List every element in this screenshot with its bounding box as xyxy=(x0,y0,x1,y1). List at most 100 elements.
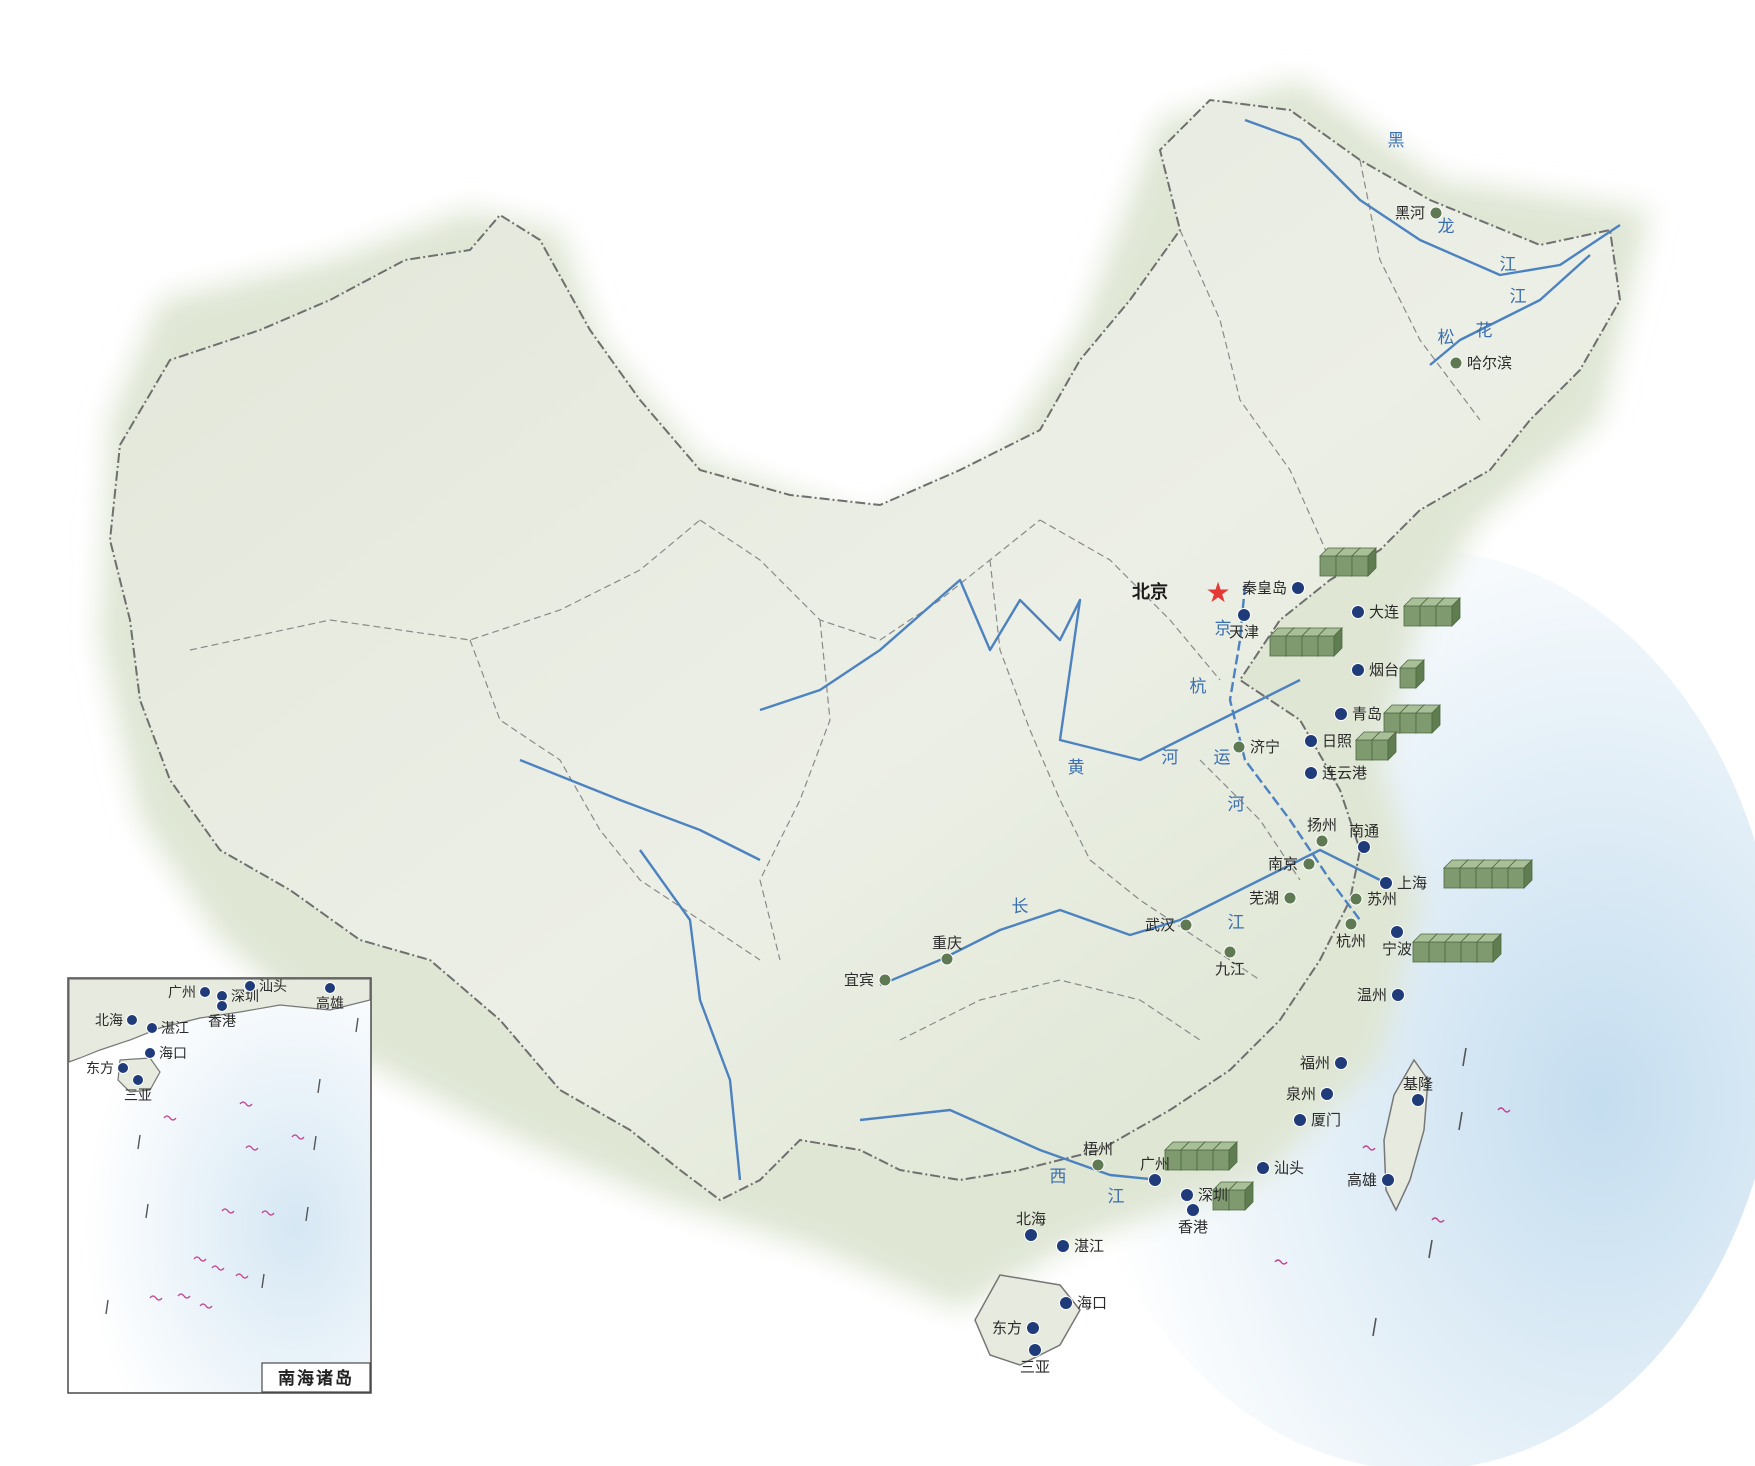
port-dot-shenzhen[interactable] xyxy=(1180,1188,1194,1202)
port-dot-nantong[interactable] xyxy=(1357,840,1371,854)
huanghe-river xyxy=(759,578,1301,762)
port-dot-tianjin[interactable] xyxy=(1237,608,1251,622)
port-dot-ningbo[interactable] xyxy=(1390,925,1404,939)
dash-line-mark-2 xyxy=(137,1134,141,1150)
dash-line-mark-0 xyxy=(355,1017,359,1033)
city-dot-heihe[interactable] xyxy=(1429,206,1443,220)
port-label-shenzhen: 深圳 xyxy=(1198,1186,1228,1204)
city-label-yangzhou: 扬州 xyxy=(1307,816,1337,834)
port-dot-sanya[interactable] xyxy=(1028,1343,1042,1357)
port-label-nantong: 南通 xyxy=(1349,822,1379,840)
sea-island-mark-1 xyxy=(1274,1259,1288,1265)
port-dot-dongfang[interactable] xyxy=(1026,1321,1040,1335)
river-label-jinghang_canal-0: 京 xyxy=(1215,619,1232,639)
city-dot-chongqing[interactable] xyxy=(940,952,954,966)
sea-dash-mark-1 xyxy=(1428,1239,1433,1259)
port-dot-jilong[interactable] xyxy=(1411,1093,1425,1107)
sea-island-mark-3 xyxy=(1497,1107,1511,1113)
island-mark-7 xyxy=(235,1273,249,1279)
inset-port-label-8: 东方 xyxy=(86,1061,114,1077)
port-dot-zhanjiang[interactable] xyxy=(1056,1239,1070,1253)
port-dot-gaoxiong[interactable] xyxy=(1381,1173,1395,1187)
city-label-nanjing: 南京 xyxy=(1268,855,1298,873)
dash-line-mark-6 xyxy=(261,1273,265,1289)
island-mark-2 xyxy=(291,1134,305,1140)
cargo-block-tianjin xyxy=(1317,627,1343,657)
songhuajiang-river xyxy=(1429,254,1591,366)
inset-port-label-6: 湛江 xyxy=(161,1021,189,1037)
city-dot-wuhu[interactable] xyxy=(1283,891,1297,905)
city-dot-wuzhou[interactable] xyxy=(1091,1158,1105,1172)
island-mark-0 xyxy=(163,1115,177,1121)
river-label-heilongjiang-0: 黑 xyxy=(1388,131,1405,151)
city-dot-suzhou[interactable] xyxy=(1349,892,1363,906)
inset-port-dot-7 xyxy=(144,1047,156,1059)
port-label-ningbo: 宁波 xyxy=(1382,940,1412,958)
dash-line-mark-1 xyxy=(317,1078,321,1094)
city-dot-yibin[interactable] xyxy=(878,973,892,987)
inset-port-dot-3 xyxy=(244,980,256,992)
hainan-island xyxy=(974,1274,1081,1366)
port-dot-lianyungang[interactable] xyxy=(1304,766,1318,780)
inset-port-dot-4 xyxy=(216,1000,228,1012)
port-label-tianjin: 天津 xyxy=(1229,623,1259,641)
port-dot-quanzhou[interactable] xyxy=(1320,1087,1334,1101)
port-label-xiamen: 厦门 xyxy=(1311,1111,1341,1129)
port-dot-yantai[interactable] xyxy=(1351,663,1365,677)
inset-port-label-7: 海口 xyxy=(159,1046,187,1062)
upper-river-a xyxy=(519,758,761,862)
port-dot-rizhao[interactable] xyxy=(1304,734,1318,748)
port-dot-dalian[interactable] xyxy=(1351,605,1365,619)
port-dot-beihai[interactable] xyxy=(1024,1228,1038,1242)
city-dot-hangzhou[interactable] xyxy=(1344,917,1358,931)
port-label-beihai: 北海 xyxy=(1016,1210,1046,1228)
city-label-hangzhou: 杭州 xyxy=(1336,932,1366,950)
cargo-block-yantai xyxy=(1399,659,1425,689)
port-dot-xiamen[interactable] xyxy=(1293,1113,1307,1127)
sea-island-mark-2 xyxy=(1431,1217,1445,1223)
cargo-volume-blocks xyxy=(1164,547,1533,1211)
port-dot-qingdao[interactable] xyxy=(1334,707,1348,721)
port-dot-fuzhou[interactable] xyxy=(1334,1056,1348,1070)
city-dot-yangzhou[interactable] xyxy=(1315,834,1329,848)
city-dot-haerbin[interactable] xyxy=(1449,356,1463,370)
port-dot-wenzhou[interactable] xyxy=(1391,988,1405,1002)
cargo-block-qingdao xyxy=(1415,704,1441,734)
port-dot-shanghai[interactable] xyxy=(1379,876,1393,890)
rivers xyxy=(519,118,1621,1182)
city-dot-jiujiang[interactable] xyxy=(1223,945,1237,959)
inset-port-dot-2 xyxy=(216,990,228,1002)
river-label-heilongjiang-2: 江 xyxy=(1500,255,1517,275)
port-label-sanya: 三亚 xyxy=(1020,1358,1050,1376)
cargo-block-qinhuangdao xyxy=(1351,547,1377,577)
city-label-wuhu: 芜湖 xyxy=(1249,889,1279,907)
xijiang-river xyxy=(859,1108,1161,1182)
port-dot-guangzhou[interactable] xyxy=(1148,1173,1162,1187)
river-label-songhuajiang-0: 松 xyxy=(1438,328,1455,348)
sea-island-mark-0 xyxy=(1362,1145,1376,1151)
city-dot-nanjing[interactable] xyxy=(1302,857,1316,871)
capital-label: 北京 xyxy=(1132,581,1168,603)
port-label-gaoxiong: 高雄 xyxy=(1347,1171,1377,1189)
port-dot-haikou[interactable] xyxy=(1059,1296,1073,1310)
port-label-yantai: 烟台 xyxy=(1369,661,1399,679)
red-star-icon: ★ xyxy=(1205,576,1230,609)
port-label-dalian: 大连 xyxy=(1369,603,1399,621)
city-dot-wuhan[interactable] xyxy=(1179,918,1193,932)
river-label-changjiang-1: 江 xyxy=(1228,913,1245,933)
island-mark-9 xyxy=(199,1303,213,1309)
inset-port-dot-6 xyxy=(146,1022,158,1034)
island-mark-10 xyxy=(239,1101,253,1107)
port-dot-xianggang[interactable] xyxy=(1186,1203,1200,1217)
heilongjiang-river xyxy=(1244,118,1621,277)
river-label-huanghe-1: 河 xyxy=(1162,748,1179,768)
port-dot-shantou[interactable] xyxy=(1256,1161,1270,1175)
river-label-xijiang-0: 西 xyxy=(1050,1167,1067,1187)
inset-port-label-0: 北海 xyxy=(95,1013,123,1029)
port-dot-qinhuangdao[interactable] xyxy=(1291,581,1305,595)
city-dot-jining[interactable] xyxy=(1232,740,1246,754)
upper-river-b xyxy=(639,849,742,1181)
cargo-block-shanghai xyxy=(1507,859,1533,889)
